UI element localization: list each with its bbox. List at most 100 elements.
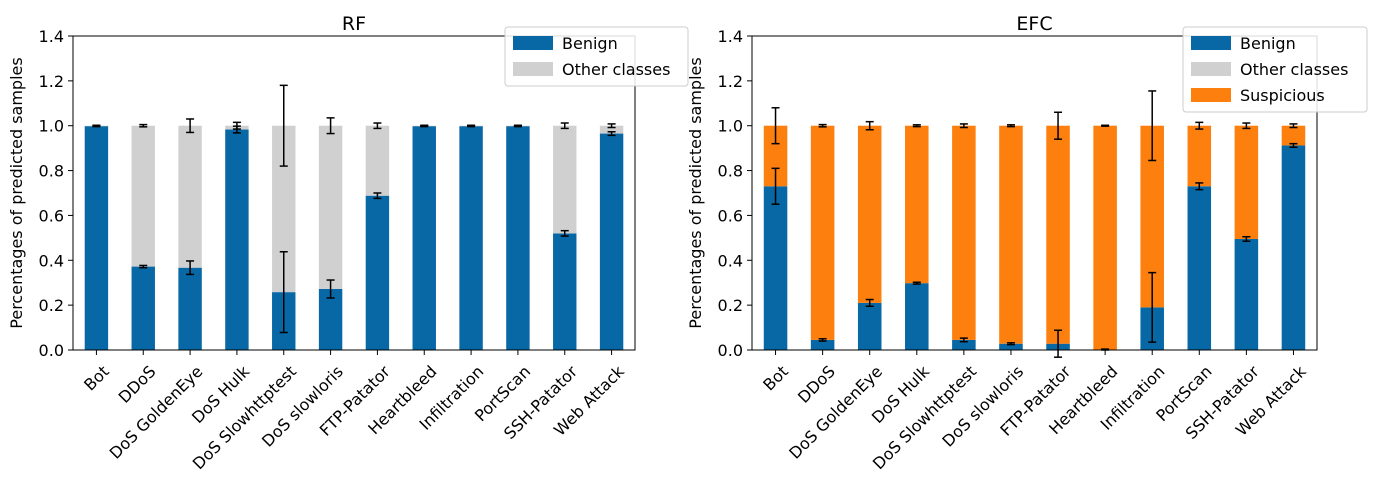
y-tick-label: 0.6 xyxy=(718,206,743,225)
y-tick-label: 0.2 xyxy=(39,296,64,315)
bar-benign xyxy=(1234,238,1259,350)
error-bar xyxy=(467,124,476,127)
error-bar xyxy=(326,117,335,135)
bar-suspicious xyxy=(1093,125,1117,350)
error-bar xyxy=(607,131,616,137)
bar-other xyxy=(131,125,155,267)
bar-suspicious xyxy=(1234,125,1259,239)
error-bar xyxy=(560,122,569,130)
y-axis-label: Percentages of predicted samples xyxy=(686,57,705,328)
plot-frame xyxy=(751,35,1318,351)
error-bar xyxy=(1195,182,1204,191)
bar-benign xyxy=(553,233,577,350)
error-bar xyxy=(186,118,195,134)
error-bar xyxy=(1289,142,1298,148)
error-bar xyxy=(1148,271,1157,343)
y-tick-label: 0.2 xyxy=(718,296,743,315)
bar-other xyxy=(272,125,296,293)
bar-benign xyxy=(599,133,624,350)
y-tick-label: 1.0 xyxy=(718,117,743,136)
bar-benign xyxy=(178,267,202,350)
error-bar xyxy=(607,123,616,129)
bar-benign xyxy=(84,126,109,350)
error-bar xyxy=(818,338,827,342)
legend: Benign Other classes Suspicious xyxy=(1182,26,1368,113)
error-bar xyxy=(912,281,921,285)
plot-frame xyxy=(72,35,636,351)
error-bar xyxy=(1006,124,1015,128)
error-bar xyxy=(560,229,569,237)
legend-swatch-benign xyxy=(1191,36,1231,50)
legend-swatch-other xyxy=(1191,62,1231,76)
legend-label: Other classes xyxy=(1240,60,1348,79)
bar-benign xyxy=(999,343,1023,350)
bar-benign xyxy=(365,195,390,350)
chart-title: RF xyxy=(342,13,366,35)
bar-other xyxy=(178,125,202,268)
legend-swatch-benign xyxy=(513,36,553,50)
error-bar xyxy=(1054,111,1063,140)
y-tick-label: 0.6 xyxy=(39,206,64,225)
bar-other xyxy=(365,125,390,196)
error-bar xyxy=(1006,342,1015,346)
x-tick-label: DoS slowloris xyxy=(258,362,347,451)
legend-swatch-suspicious xyxy=(1191,88,1231,102)
x-tick-label: DDoS xyxy=(794,362,839,407)
error-bar xyxy=(865,298,874,308)
bar-suspicious xyxy=(952,125,976,340)
y-axis-label: Percentages of predicted samples xyxy=(7,57,26,328)
error-bar xyxy=(186,260,195,276)
error-bar xyxy=(912,124,921,128)
legend-label: Benign xyxy=(562,34,618,53)
error-bar xyxy=(771,107,780,145)
error-bar xyxy=(232,121,241,130)
bar-other xyxy=(318,125,343,289)
bar-suspicious xyxy=(1281,125,1306,146)
error-bar xyxy=(139,123,148,128)
error-bar xyxy=(1101,124,1110,127)
error-bar xyxy=(818,123,827,128)
y-tick-label: 0.0 xyxy=(718,341,743,360)
bar-benign xyxy=(459,126,483,350)
x-tick-label: DoS slowloris xyxy=(938,362,1027,451)
bar-benign xyxy=(952,339,976,350)
bar-benign xyxy=(412,126,436,350)
y-tick-label: 0.0 xyxy=(39,341,64,360)
error-bar xyxy=(279,251,288,334)
error-bar xyxy=(92,124,101,127)
bar-benign xyxy=(1187,186,1212,350)
bar-suspicious xyxy=(999,125,1023,344)
y-tick-label: 0.4 xyxy=(39,251,64,270)
error-bar xyxy=(1289,123,1298,129)
y-tick-label: 0.8 xyxy=(39,162,64,181)
x-tick-label: Bot xyxy=(80,362,113,395)
legend-label: Benign xyxy=(1240,34,1296,53)
bar-suspicious xyxy=(1046,125,1070,344)
legend-label: Other classes xyxy=(562,60,670,79)
bar-benign xyxy=(225,129,249,350)
bar-suspicious xyxy=(810,125,835,340)
bar-suspicious xyxy=(1187,125,1212,187)
error-bar xyxy=(373,122,382,130)
error-bar xyxy=(1242,235,1251,242)
error-bar xyxy=(1242,122,1251,130)
error-bar xyxy=(513,124,522,127)
y-tick-label: 0.8 xyxy=(718,162,743,181)
y-tick-label: 1.4 xyxy=(718,27,743,46)
chart-panel-efc: EFC Percentages of predicted samples 0.0 0.… xyxy=(686,13,1368,473)
error-bar xyxy=(373,192,382,200)
error-bar xyxy=(1195,121,1204,130)
bar-benign xyxy=(857,302,882,350)
bar-benign xyxy=(1281,145,1306,350)
y-tick-label: 1.2 xyxy=(718,72,743,91)
error-bar xyxy=(865,120,874,131)
bar-suspicious xyxy=(1140,125,1164,308)
error-bar xyxy=(959,337,968,343)
x-tick-label: DDoS xyxy=(115,362,160,407)
bar-benign xyxy=(506,126,530,350)
error-bar xyxy=(279,84,288,167)
y-tick-label: 1.4 xyxy=(39,27,64,46)
legend: Benign Other classes xyxy=(504,26,689,87)
bar-suspicious xyxy=(905,125,929,284)
